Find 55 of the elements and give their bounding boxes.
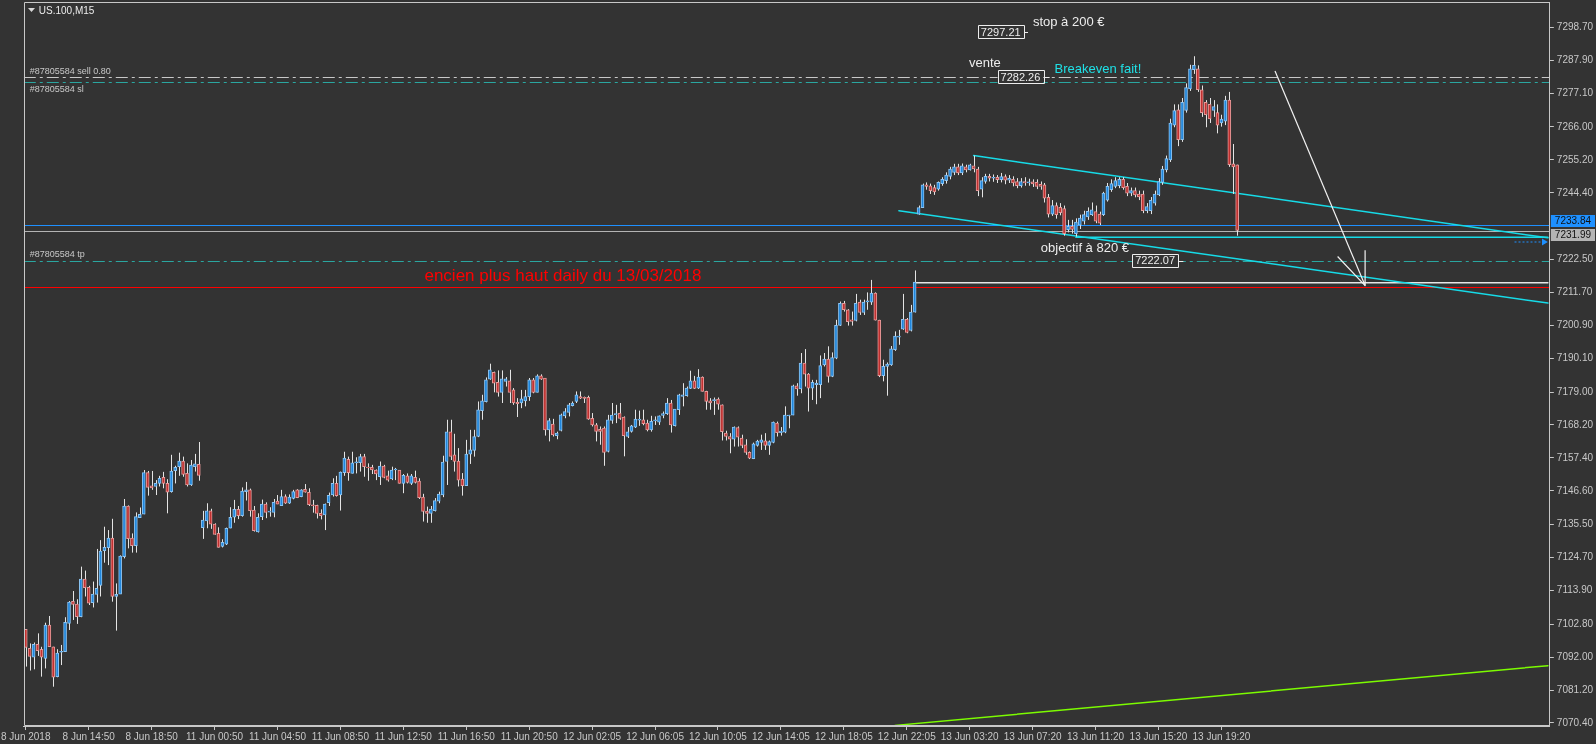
- annotation: objectif à 820 €: [1040, 240, 1130, 256]
- annotation: vente: [969, 54, 1001, 70]
- ref-line-label: 7233.84: [1554, 215, 1592, 227]
- ref-line-label: encien plus haut daily du 13/03/2018: [424, 265, 702, 285]
- annotation: 7282.26: [1000, 70, 1041, 83]
- y-tick-label: 7113.90: [1556, 584, 1593, 596]
- x-tick-label: 11 Jun 08:50: [311, 730, 370, 742]
- y-tick-label: 7070.40: [1556, 716, 1594, 728]
- x-tick-label: 11 Jun 04:50: [248, 730, 307, 742]
- annotation: stop à 200 €: [1032, 13, 1106, 29]
- y-tick-label: 7081.20: [1556, 683, 1594, 695]
- x-tick-label: 13 Jun 03:20: [940, 730, 1000, 742]
- x-tick-label: 8 Jun 18:50: [125, 730, 179, 742]
- y-tick-label: 7135.50: [1556, 518, 1594, 530]
- y-tick-label: 7102.80: [1556, 617, 1594, 629]
- y-tick-label: 7168.20: [1556, 418, 1594, 430]
- y-tick-label: 7092.00: [1556, 650, 1594, 662]
- x-tick-label: 13 Jun 11:20: [1067, 730, 1125, 742]
- ref-line-label: #87805584 tp: [29, 249, 85, 260]
- y-tick-label: 7255.20: [1556, 153, 1594, 165]
- x-tick-label: 12 Jun 22:05: [877, 730, 937, 742]
- x-tick-label: 13 Jun 15:20: [1129, 730, 1188, 742]
- y-tick-label: 7146.60: [1556, 484, 1594, 496]
- x-tick-label: 11 Jun 12:50: [374, 730, 433, 742]
- x-tick-label: 12 Jun 18:05: [814, 730, 874, 742]
- ref-line-label: #87805584 sell 0.80: [29, 65, 111, 76]
- y-tick-label: 7277.10: [1556, 86, 1594, 98]
- annotation: Breakeven fait!: [1054, 60, 1142, 76]
- y-tick-label: 7179.00: [1556, 385, 1594, 397]
- annotation: 7297.21: [980, 25, 1021, 38]
- x-tick-label: 8 Jun 14:50: [62, 730, 116, 742]
- annotation: 7222.07: [1135, 254, 1176, 267]
- x-tick-label: 12 Jun 02:05: [563, 730, 622, 742]
- x-tick-label: 11 Jun 20:50: [500, 730, 559, 742]
- y-tick-label: 7298.70: [1556, 21, 1594, 33]
- y-tick-label: 7287.90: [1556, 53, 1594, 65]
- x-tick-label: 11 Jun 16:50: [437, 730, 496, 742]
- x-tick-label: 13 Jun 19:20: [1192, 730, 1251, 742]
- chart-title: US.100,M15: [38, 4, 95, 16]
- y-tick-label: 7222.50: [1556, 253, 1594, 265]
- y-tick-label: 7124.70: [1556, 551, 1594, 563]
- ref-line-label: 7231.99: [1554, 228, 1592, 240]
- x-tick-label: 12 Jun 06:05: [626, 730, 685, 742]
- x-tick-label: 12 Jun 10:05: [689, 730, 748, 742]
- x-tick-label: 13 Jun 07:20: [1003, 730, 1062, 742]
- ref-line-label: #87805584 sl: [29, 83, 84, 94]
- y-tick-label: 7244.40: [1556, 186, 1594, 198]
- y-tick-label: 7200.90: [1556, 319, 1594, 331]
- y-tick-label: 7157.40: [1556, 451, 1594, 463]
- y-tick-label: 7211.70: [1556, 286, 1593, 298]
- y-tick-label: 7266.00: [1556, 120, 1594, 132]
- x-tick-label: 11 Jun 00:50: [185, 730, 244, 742]
- y-tick-label: 7190.10: [1556, 351, 1594, 363]
- x-tick-label: 12 Jun 14:05: [752, 730, 811, 742]
- x-tick-label: 8 Jun 2018: [1, 730, 51, 742]
